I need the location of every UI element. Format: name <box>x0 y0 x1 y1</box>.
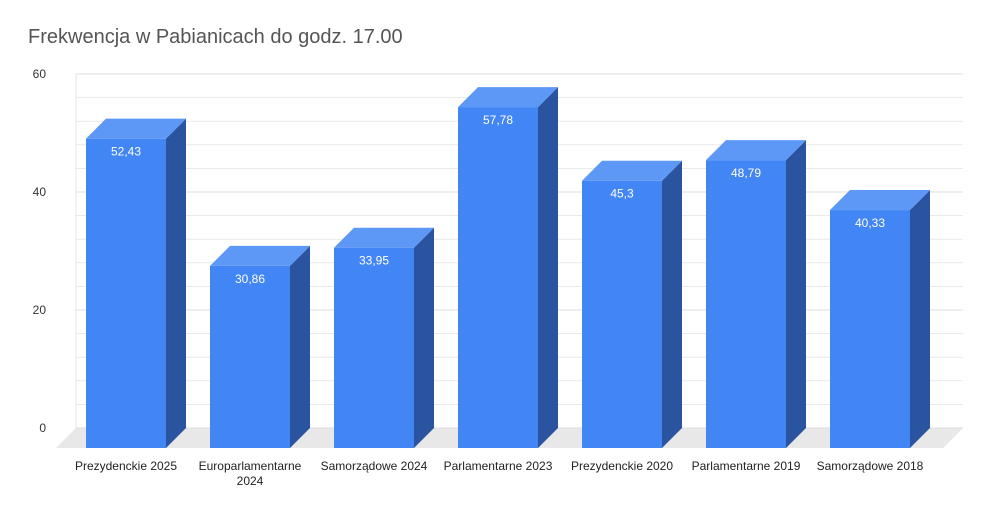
bar-side <box>538 87 558 449</box>
bar-top <box>582 160 682 181</box>
x-tick-label-line: 2024 <box>237 474 264 488</box>
x-tick-label-line: Prezydenckie 2020 <box>571 459 673 473</box>
x-tick-label-line: Parlamentarne 2019 <box>692 459 801 473</box>
bar-top <box>210 245 310 266</box>
x-tick-label-line: Prezydenckie 2025 <box>75 459 177 473</box>
bar-side <box>166 118 186 449</box>
bar-front <box>210 265 290 448</box>
x-tick-label-line: Samorządowe 2018 <box>817 459 924 473</box>
y-tick-label: 0 <box>39 421 46 435</box>
bar-top <box>86 118 186 139</box>
x-tick-label-line: Europarlamentarne <box>199 459 302 473</box>
bar-front <box>830 210 910 448</box>
x-tick-label: Prezydenckie 2020 <box>571 459 673 473</box>
bar-side <box>662 160 682 449</box>
data-label: 45,3 <box>610 187 634 201</box>
bar-top <box>458 87 558 108</box>
x-tick-label: Parlamentarne 2023 <box>444 459 553 473</box>
y-tick-label: 20 <box>33 303 47 317</box>
bar-front <box>458 107 538 449</box>
x-tick-label: Samorządowe 2018 <box>817 459 924 473</box>
bar-side <box>290 245 310 448</box>
bar-front <box>706 160 786 448</box>
x-tick-label: Europarlamentarne 2024 <box>199 459 302 488</box>
x-tick-label-line: Parlamentarne 2023 <box>444 459 553 473</box>
x-tick-label: Prezydenckie 2025 <box>75 459 177 473</box>
bar-front <box>334 247 414 448</box>
bar-front <box>582 180 662 449</box>
bar-side <box>910 190 930 449</box>
bar-side <box>786 140 806 448</box>
y-tick-label: 40 <box>33 185 47 199</box>
x-tick-label-line: Samorządowe 2024 <box>321 459 428 473</box>
bar-front <box>86 138 166 448</box>
x-tick-label: Samorządowe 2024 <box>321 459 428 473</box>
data-label: 57,78 <box>483 113 513 127</box>
x-tick-label: Parlamentarne 2019 <box>692 459 801 473</box>
bar-side <box>414 227 434 448</box>
data-label: 40,33 <box>855 216 885 230</box>
bar-top <box>830 190 930 211</box>
bar-top <box>706 140 806 161</box>
data-label: 48,79 <box>731 166 761 180</box>
chart-title: Frekwencja w Pabianicach do godz. 17.00 <box>28 26 403 48</box>
data-label: 33,95 <box>359 254 389 268</box>
data-label: 30,86 <box>235 272 265 286</box>
bar-top <box>334 227 434 248</box>
y-tick-label: 60 <box>33 67 47 81</box>
data-label: 52,43 <box>111 145 141 159</box>
